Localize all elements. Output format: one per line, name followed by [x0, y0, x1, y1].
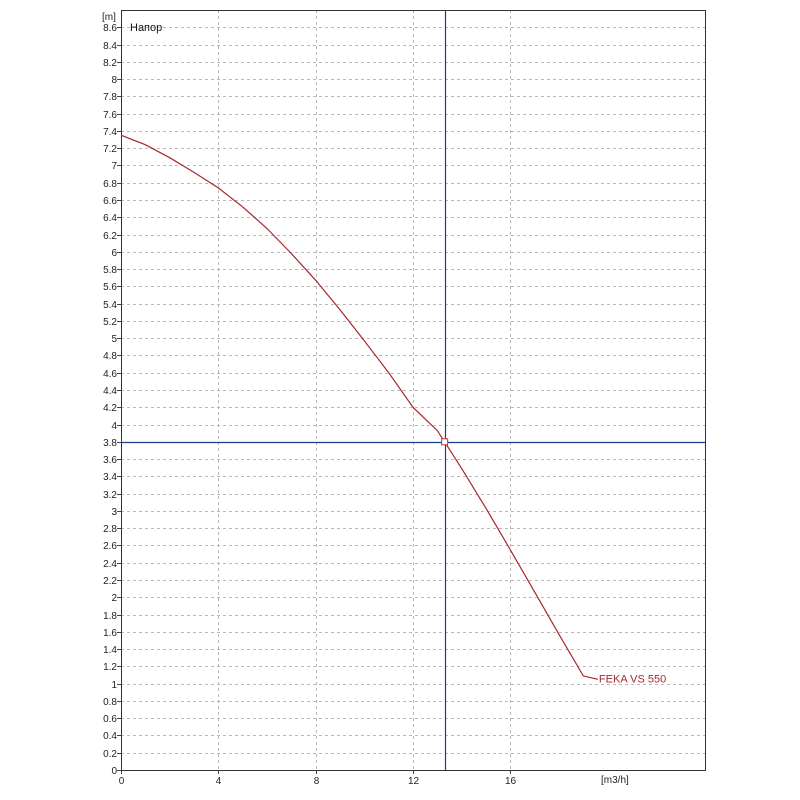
y-tick-label: 3: [111, 507, 117, 518]
y-tick-label: 0: [111, 766, 117, 777]
y-tick-label: 8: [111, 75, 117, 86]
crosshair-layer: [121, 10, 705, 770]
series-name-label: FEKA VS 550: [599, 673, 666, 685]
y-tick-label: 5.2: [103, 317, 117, 328]
y-tick-label: 4.4: [103, 386, 117, 397]
y-tick-label: 1: [111, 680, 117, 691]
y-tick-label: 1.8: [103, 611, 117, 622]
y-tick-label: 2: [111, 593, 117, 604]
y-tick-label: 2.2: [103, 576, 117, 587]
y-tick-label: 3.8: [103, 438, 117, 449]
x-tick-label: 8: [314, 776, 320, 787]
chart-title: Напор: [130, 22, 162, 34]
y-tick-label: 0.6: [103, 714, 117, 725]
y-tick-label: 7.4: [103, 127, 117, 138]
y-tick-label: 2.8: [103, 524, 117, 535]
y-tick-label: 6: [111, 248, 117, 259]
x-axis-label: [m3/h]: [601, 775, 629, 786]
grid-layer: [121, 10, 705, 770]
y-tick-label: 2.6: [103, 541, 117, 552]
x-tick-label: 4: [216, 776, 222, 787]
y-tick-label: 1.6: [103, 628, 117, 639]
y-tick-label: 7: [111, 161, 117, 172]
y-tick-label: 6.2: [103, 231, 117, 242]
y-tick-label: 7.2: [103, 144, 117, 155]
y-tick-label: 4.8: [103, 351, 117, 362]
y-tick-label: 6.6: [103, 196, 117, 207]
y-tick-label: 8.4: [103, 41, 117, 52]
y-tick-label: 0.4: [103, 731, 117, 742]
tick-labels-layer: 0 0.2 0.4 0.6 0.8 1 1.2 1.4 1.6 1.8 2 2.2 2.4 2.6 2.8 3…: [103, 23, 516, 787]
y-tick-label: 3.2: [103, 490, 117, 501]
y-tick-label: 5.6: [103, 282, 117, 293]
plot-frame: [121, 10, 706, 771]
x-tick-label: 16: [505, 776, 517, 787]
y-tick-label: 1.2: [103, 662, 117, 673]
y-tick-label: 4.2: [103, 403, 117, 414]
y-tick-label: 4.6: [103, 369, 117, 380]
y-tick-label: 6.8: [103, 179, 117, 190]
y-tick-label: 5: [111, 334, 117, 345]
y-tick-label: 5.8: [103, 265, 117, 276]
y-tick-label: 8.6: [103, 23, 117, 34]
y-tick-label: 3.4: [103, 472, 117, 483]
y-tick-label: 6.4: [103, 213, 117, 224]
y-tick-label: 3.6: [103, 455, 117, 466]
y-tick-label: 0.2: [103, 749, 117, 760]
y-tick-label: 2.4: [103, 559, 117, 570]
operating-point-marker: [441, 438, 449, 446]
y-tick-label: 7.8: [103, 92, 117, 103]
y-tick-label: 5.4: [103, 300, 117, 311]
y-tick-label: 8.2: [103, 58, 117, 69]
y-tick-label: 7.6: [103, 110, 117, 121]
y-axis-label: [m]: [102, 12, 116, 23]
y-tick-label: 4: [111, 421, 117, 432]
x-tick-label: 0: [119, 776, 125, 787]
series-line: [120, 134, 599, 680]
y-tick-label: 1.4: [103, 645, 117, 656]
axes-layer: [117, 10, 706, 774]
y-tick-label: 0.8: [103, 697, 117, 708]
x-tick-label: 12: [408, 776, 420, 787]
series-layer: FEKA VS 550: [120, 134, 666, 685]
